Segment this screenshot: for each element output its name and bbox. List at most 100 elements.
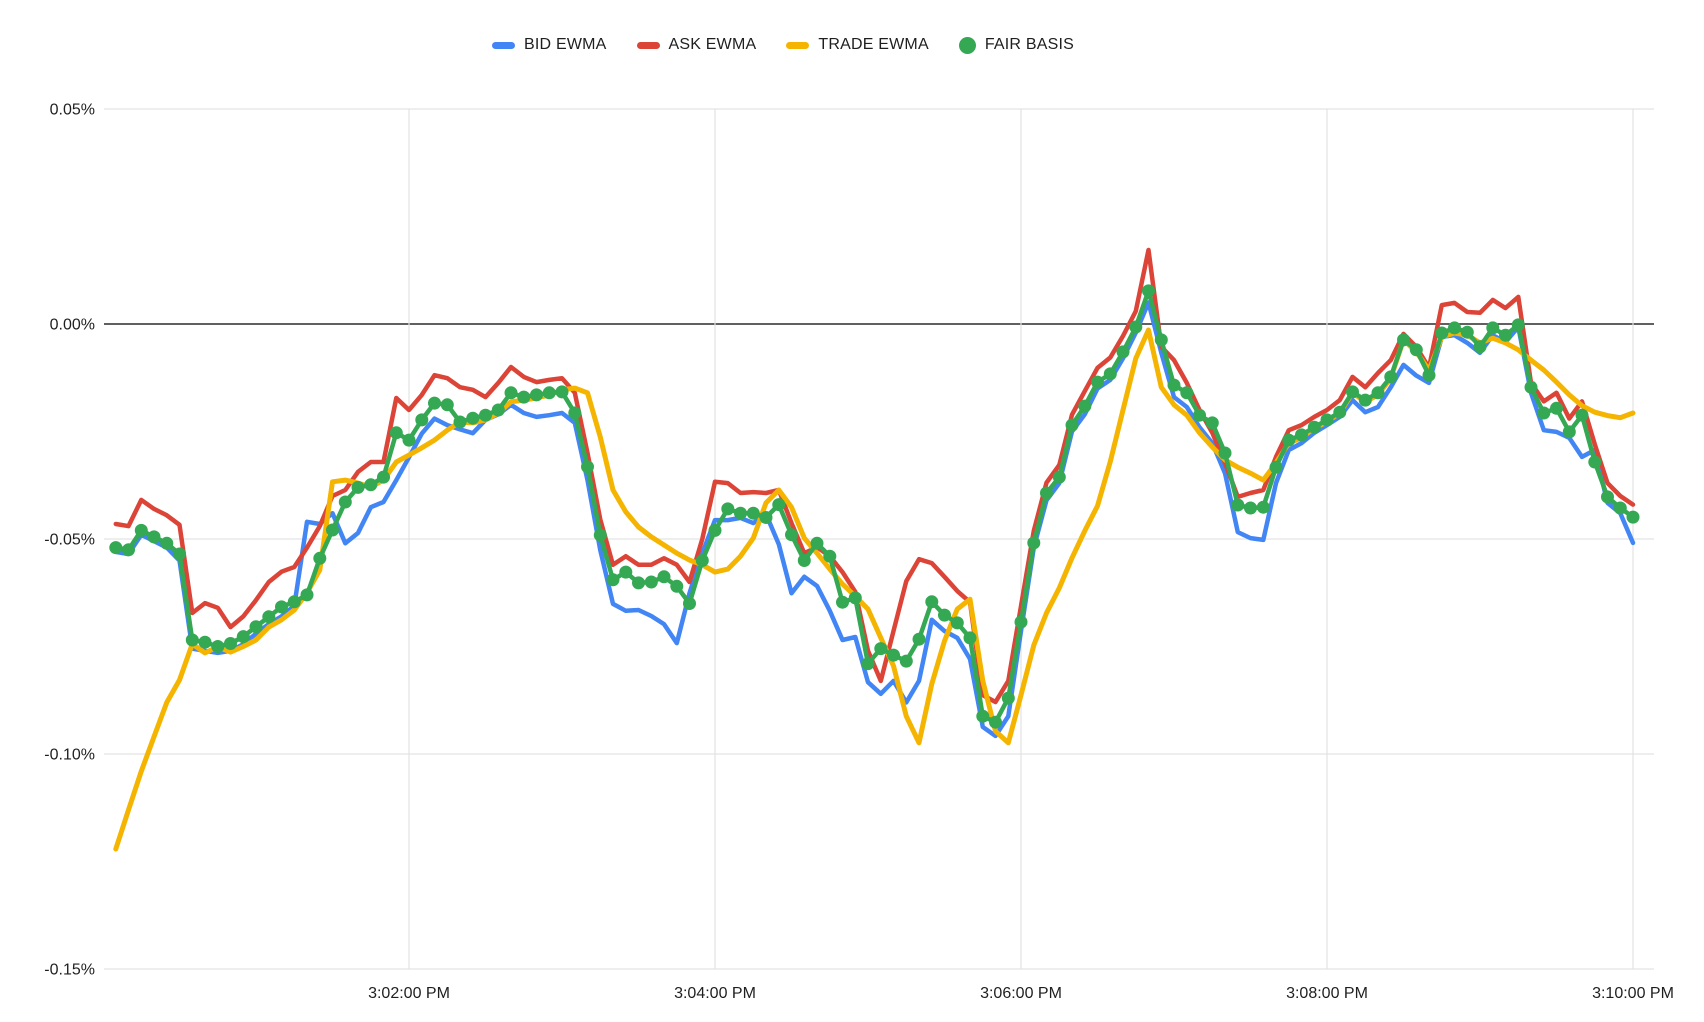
series-point-fair-basis [1167, 378, 1181, 392]
series-point-fair-basis [1218, 446, 1232, 460]
series-point-fair-basis [1052, 470, 1066, 484]
series-point-fair-basis [593, 528, 607, 542]
series-point-fair-basis [912, 632, 926, 646]
legend-label: ASK EWMA [668, 36, 757, 53]
series-point-fair-basis [377, 470, 390, 484]
series-point-fair-basis [479, 408, 492, 422]
y-axis-tick-label: 0.00% [50, 317, 95, 334]
series-point-fair-basis [1409, 343, 1423, 357]
series-point-fair-basis [861, 657, 875, 671]
series-point-fair-basis [211, 640, 225, 653]
series-point-fair-basis [160, 536, 174, 550]
series-point-fair-basis [887, 648, 900, 662]
y-axis-tick-label: -0.05% [44, 532, 95, 549]
series-point-fair-basis [1460, 325, 1474, 339]
legend-label: FAIR BASIS [984, 36, 1074, 53]
series-point-fair-basis [581, 460, 594, 474]
series-point-fair-basis [1524, 380, 1538, 394]
series-point-fair-basis [1346, 385, 1359, 399]
series-point-fair-basis [1116, 345, 1130, 359]
series-point-fair-basis [530, 388, 543, 402]
series-point-fair-basis [440, 398, 454, 412]
series-point-fair-basis [606, 573, 620, 587]
series-point-fair-basis [1078, 399, 1092, 413]
series-point-fair-basis [1550, 401, 1563, 415]
series-point-fair-basis [1588, 455, 1602, 469]
series-point-fair-basis [109, 541, 123, 555]
legend-label: TRADE EWMA [818, 36, 929, 53]
series-point-fair-basis [147, 530, 161, 544]
legend: BID EWMA ASK EWMA TRADE EWMA FAIR BASIS [0, 36, 1635, 54]
series-point-fair-basis [402, 433, 416, 447]
series-point-fair-basis [657, 570, 671, 584]
series-point-fair-basis [300, 588, 314, 602]
series-point-fair-basis [925, 595, 939, 609]
series-point-fair-basis [1486, 321, 1500, 335]
series-point-fair-basis [262, 610, 276, 624]
series-point-fair-basis [1129, 320, 1143, 334]
series-point-fair-basis [848, 591, 862, 605]
series-point-fair-basis [683, 597, 696, 610]
legend-marker-dash-icon [492, 41, 516, 49]
series-point-fair-basis [491, 403, 505, 417]
series-point-fair-basis [823, 549, 837, 563]
series-point-fair-basis [1142, 284, 1155, 298]
series-point-fair-basis [351, 480, 365, 494]
series-point-fair-basis [963, 631, 977, 645]
series-point-fair-basis [1001, 691, 1015, 705]
x-axis-tick-label: 3:06:00 PM [980, 985, 1062, 1002]
series-point-fair-basis [1537, 406, 1551, 420]
series-point-fair-basis [198, 635, 212, 649]
series-point-fair-basis [364, 478, 378, 492]
series-point-fair-basis [1371, 386, 1385, 400]
series-point-fair-basis [428, 396, 441, 410]
series-point-fair-basis [1180, 386, 1194, 400]
series-point-fair-basis [1256, 500, 1270, 514]
series-point-fair-basis [1027, 536, 1041, 550]
y-axis-tick-label: 0.05% [50, 102, 95, 119]
legend-marker-dash-icon [636, 41, 660, 49]
series-point-fair-basis [1269, 460, 1283, 474]
series-point-fair-basis [644, 575, 658, 589]
series-point-fair-basis [772, 498, 786, 512]
series-point-fair-basis [708, 523, 722, 537]
series-point-fair-basis [275, 600, 288, 614]
series-point-fair-basis [1154, 333, 1168, 347]
series-point-fair-basis [1307, 420, 1321, 434]
series-point-fair-basis [1282, 433, 1296, 447]
series-point-fair-basis [1613, 501, 1627, 515]
series-point-fair-basis [224, 637, 237, 650]
series-point-fair-basis [1091, 375, 1104, 389]
series-point-fair-basis [1231, 498, 1245, 512]
series-point-fair-basis [185, 633, 199, 647]
series-point-fair-basis [734, 506, 747, 520]
series-point-fair-basis [1562, 425, 1576, 439]
series-point-fair-basis [1601, 490, 1614, 504]
series-line-bid-ewma [113, 300, 1636, 739]
series-point-fair-basis [1103, 367, 1117, 381]
series-point-fair-basis [313, 551, 327, 565]
y-axis-tick-label: -0.15% [44, 962, 95, 979]
series-point-fair-basis [874, 642, 888, 656]
series-point-fair-basis [134, 523, 148, 537]
series-point-fair-basis [466, 411, 480, 425]
legend-marker-dash-icon [786, 41, 810, 49]
series-point-fair-basis [236, 630, 250, 644]
series-point-fair-basis [810, 536, 824, 550]
series-point-fair-basis [899, 654, 913, 668]
series-point-fair-basis [1511, 318, 1525, 332]
series-point-fair-basis [326, 523, 339, 537]
series-point-fair-basis [1358, 393, 1372, 407]
series-point-fair-basis [415, 413, 429, 427]
series-point-fair-basis [746, 506, 760, 520]
series-point-fair-basis [1626, 510, 1640, 524]
series-point-fair-basis [632, 576, 645, 590]
series-line-ask-ewma [113, 247, 1636, 705]
series-point-fair-basis [989, 715, 1002, 729]
series-point-fair-basis [1205, 416, 1219, 430]
series-point-fair-basis [1320, 413, 1334, 427]
series-point-fair-basis [568, 406, 582, 420]
y-axis-tick-label: -0.10% [44, 747, 95, 764]
